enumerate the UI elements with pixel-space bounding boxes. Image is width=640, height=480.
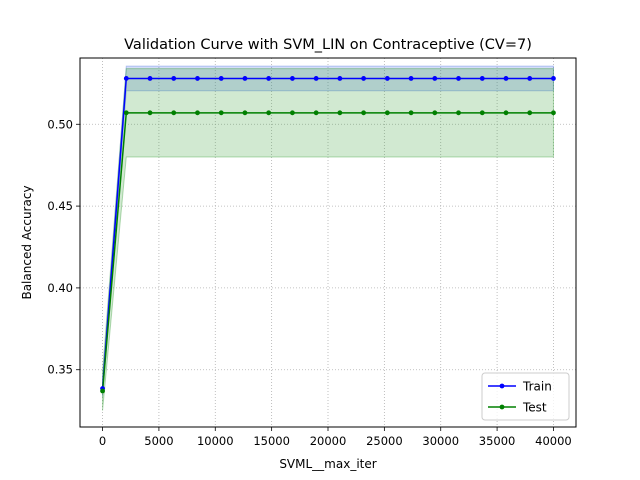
x-tick-label: 0 <box>99 434 106 448</box>
legend-test-label: Test <box>522 401 547 415</box>
confidence-bands <box>102 65 554 411</box>
train-line <box>101 77 554 389</box>
train-point <box>313 76 319 81</box>
test-point <box>147 110 153 116</box>
test-point <box>195 110 200 116</box>
train-point <box>218 76 224 81</box>
train-point <box>408 76 414 81</box>
y-tick-label: 0.35 <box>47 363 73 377</box>
test-point <box>123 110 129 116</box>
y-tick-label: 0.45 <box>47 199 73 213</box>
train-point <box>527 76 533 81</box>
test-point <box>100 388 105 394</box>
x-tick-label: 40000 <box>535 434 572 448</box>
test-point <box>527 110 533 116</box>
train-std-band <box>102 65 554 397</box>
test-point <box>218 110 224 116</box>
x-tick-label: 35000 <box>479 434 516 448</box>
train-point <box>123 76 129 81</box>
x-axis-ticks: 0 5000 10000 15000 20000 25000 30000 35000 40000 <box>99 427 572 448</box>
y-axis-label: Balanced Accuracy <box>20 185 34 299</box>
legend-train-marker <box>499 383 505 389</box>
x-tick-label: 20000 <box>310 434 347 448</box>
test-point <box>503 110 509 116</box>
test-point <box>432 110 438 116</box>
test-point <box>384 110 390 116</box>
test-point <box>479 110 485 116</box>
x-tick-label: 30000 <box>422 434 459 448</box>
legend-test-marker <box>499 404 505 410</box>
test-point <box>171 110 177 116</box>
y-tick-label: 0.50 <box>47 117 73 131</box>
train-point <box>195 76 200 81</box>
y-tick-label: 0.40 <box>47 281 73 295</box>
train-point <box>242 76 248 81</box>
train-point <box>551 76 556 81</box>
series-markers <box>100 76 556 394</box>
test-point <box>313 110 319 116</box>
legend-train-label: Train <box>522 380 552 394</box>
train-point <box>290 76 295 81</box>
test-point <box>266 110 272 116</box>
train-point <box>456 76 461 81</box>
train-point <box>266 76 272 81</box>
x-axis-label: SVML__max_iter <box>279 457 376 471</box>
x-tick-label: 10000 <box>197 434 234 448</box>
x-tick-label: 15000 <box>253 434 290 448</box>
train-point <box>479 76 485 81</box>
train-point <box>361 76 366 81</box>
test-point <box>242 110 248 116</box>
train-point <box>503 76 509 81</box>
series-lines <box>101 77 554 392</box>
y-axis-ticks: 0.35 0.40 0.45 0.50 <box>47 117 80 377</box>
test-point <box>361 110 366 116</box>
test-line <box>101 112 554 392</box>
train-point <box>384 76 390 81</box>
test-point <box>290 110 295 116</box>
chart-title: Validation Curve with SVM_LIN on Contrac… <box>124 37 532 53</box>
test-point <box>456 110 461 116</box>
train-point <box>432 76 438 81</box>
x-tick-label: 25000 <box>366 434 403 448</box>
train-point <box>147 76 153 81</box>
legend: Train Test <box>481 372 570 421</box>
train-point <box>337 76 343 81</box>
test-point <box>337 110 343 116</box>
test-point <box>408 110 414 116</box>
test-std-band <box>102 68 554 411</box>
test-point <box>551 110 556 116</box>
x-tick-label: 5000 <box>144 434 173 448</box>
train-point <box>171 76 177 81</box>
